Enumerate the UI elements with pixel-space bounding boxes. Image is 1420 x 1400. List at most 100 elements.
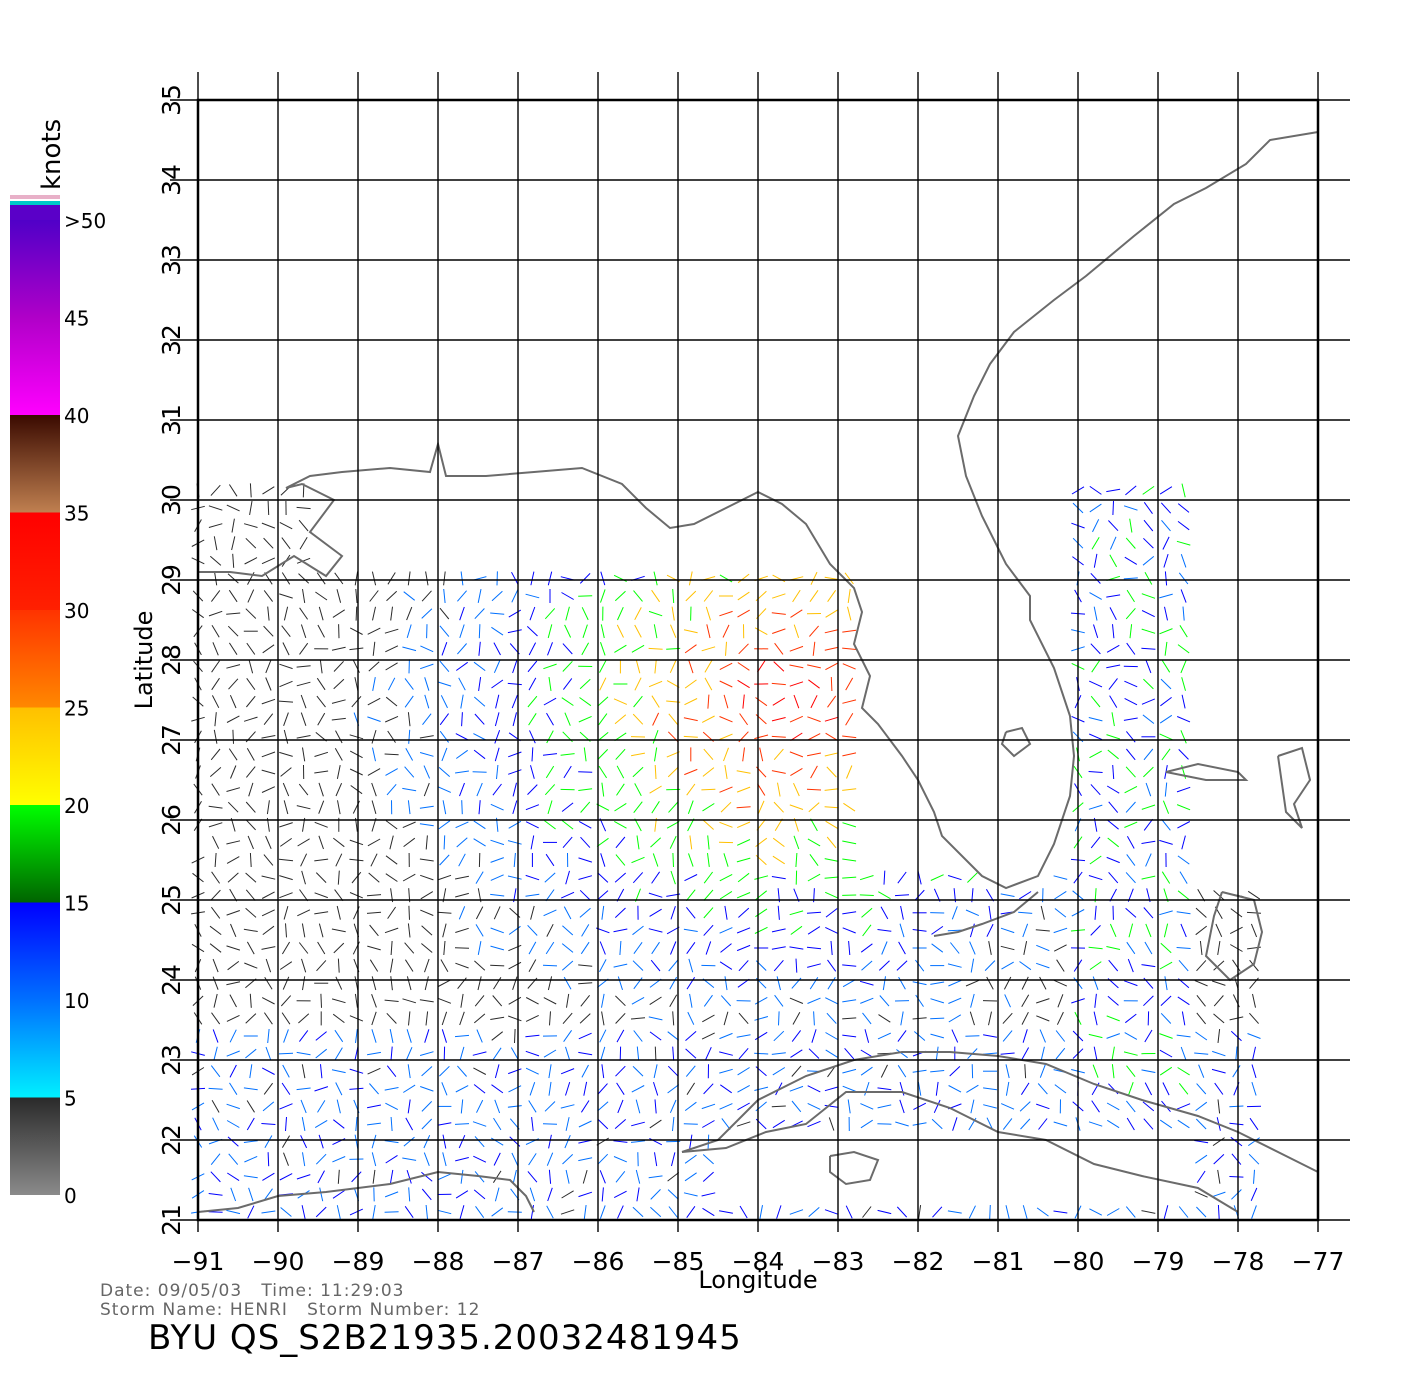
wind-vector	[1230, 1030, 1242, 1042]
wind-vector	[461, 712, 463, 727]
wind-vector	[1212, 980, 1226, 986]
wind-vector	[229, 1064, 237, 1078]
wind-vector	[209, 767, 222, 777]
wind-vector	[369, 1083, 379, 1095]
wind-vector	[474, 960, 486, 971]
wind-vector	[208, 1211, 223, 1213]
wind-vector	[247, 835, 254, 850]
wind-vector	[437, 681, 452, 687]
wind-vector	[968, 1205, 976, 1219]
wind-vector	[736, 927, 751, 934]
wind-vector	[578, 788, 593, 791]
wind-vector	[281, 1135, 291, 1148]
wind-vector	[475, 871, 484, 884]
wind-vector	[243, 1175, 258, 1179]
wind-vector	[1212, 1050, 1226, 1057]
wind-vector	[560, 1209, 575, 1215]
wind-vector	[525, 593, 540, 599]
wind-vector	[371, 976, 377, 991]
wind-vector	[930, 1017, 945, 1020]
wind-vector	[301, 870, 306, 885]
wind-vector	[281, 537, 291, 550]
wind-vector	[212, 1117, 220, 1131]
wind-vector	[1251, 1064, 1257, 1079]
wind-vector	[564, 624, 572, 638]
wind-vector	[912, 929, 927, 932]
wind-vector	[830, 940, 833, 956]
wind-vector	[525, 1014, 539, 1022]
wind-vector	[1177, 1067, 1190, 1076]
wind-vector	[988, 1011, 992, 1026]
wind-vector	[1021, 1047, 1030, 1060]
wind-vector	[599, 1170, 606, 1184]
wind-vector	[881, 941, 888, 955]
wind-vector	[1092, 519, 1100, 533]
wind-vector	[1037, 1083, 1048, 1095]
wind-vector	[386, 590, 398, 602]
wind-vector	[419, 805, 434, 809]
wind-vector	[228, 1153, 239, 1165]
wind-vector	[601, 1187, 604, 1202]
wind-vector	[459, 624, 465, 639]
wind-vector	[562, 1154, 574, 1165]
wind-vector	[245, 608, 257, 619]
wind-vector	[475, 1206, 485, 1218]
wind-vector	[298, 519, 309, 532]
wind-vector	[544, 784, 556, 796]
wind-vector	[208, 523, 223, 528]
wind-vector	[736, 892, 751, 899]
wind-vector	[842, 1017, 857, 1020]
wind-vector	[267, 1152, 270, 1167]
wind-vector	[283, 800, 289, 815]
wind-vector	[793, 624, 800, 638]
wind-vector	[403, 1136, 415, 1147]
wind-vector	[583, 1081, 588, 1096]
wind-vector	[684, 874, 698, 882]
wind-vector	[701, 788, 716, 791]
wind-vector	[474, 995, 485, 1007]
wind-vector	[406, 1029, 412, 1043]
wind-vector	[739, 1205, 748, 1219]
wind-vector	[543, 909, 557, 917]
wind-vector	[1196, 1170, 1206, 1183]
wind-vector	[842, 927, 856, 934]
wind-vector	[493, 642, 501, 656]
wind-vector	[843, 802, 856, 812]
wind-vector	[737, 1067, 750, 1076]
wind-vector	[332, 837, 345, 848]
wind-vector	[597, 890, 609, 901]
wind-vector	[877, 1209, 892, 1215]
wind-vector	[880, 906, 889, 920]
wind-vector	[1088, 680, 1103, 688]
wind-vector	[385, 873, 398, 882]
wind-vector	[878, 891, 891, 900]
coastline-segment	[1277, 746, 1312, 829]
wind-vector	[791, 1030, 801, 1042]
wind-vector	[301, 923, 306, 938]
wind-vector	[1144, 941, 1153, 955]
wind-vector	[1196, 1206, 1207, 1218]
wind-vector	[667, 1189, 679, 1200]
wind-vector	[351, 871, 362, 884]
wind-vector	[227, 801, 239, 813]
wind-vector	[424, 694, 430, 709]
wind-vector	[372, 641, 376, 656]
wind-vector	[368, 872, 380, 883]
wind-vector	[1094, 905, 1097, 920]
wind-vector	[208, 610, 223, 617]
wind-vector	[1024, 1064, 1027, 1079]
wind-vector	[402, 821, 416, 829]
colorbar-bin-5	[10, 610, 60, 708]
wind-vector	[318, 923, 324, 938]
wind-vector	[229, 1082, 238, 1095]
wind-vector	[1126, 854, 1136, 866]
wind-vector	[209, 555, 222, 566]
wind-vector	[860, 997, 874, 1004]
wind-vector	[351, 1171, 362, 1183]
wind-vector	[296, 665, 311, 668]
wind-vector	[597, 872, 609, 883]
wind-vector	[298, 1013, 310, 1024]
wind-vector	[437, 997, 452, 1004]
wind-vector	[668, 801, 679, 813]
wind-vector	[1217, 1169, 1221, 1184]
